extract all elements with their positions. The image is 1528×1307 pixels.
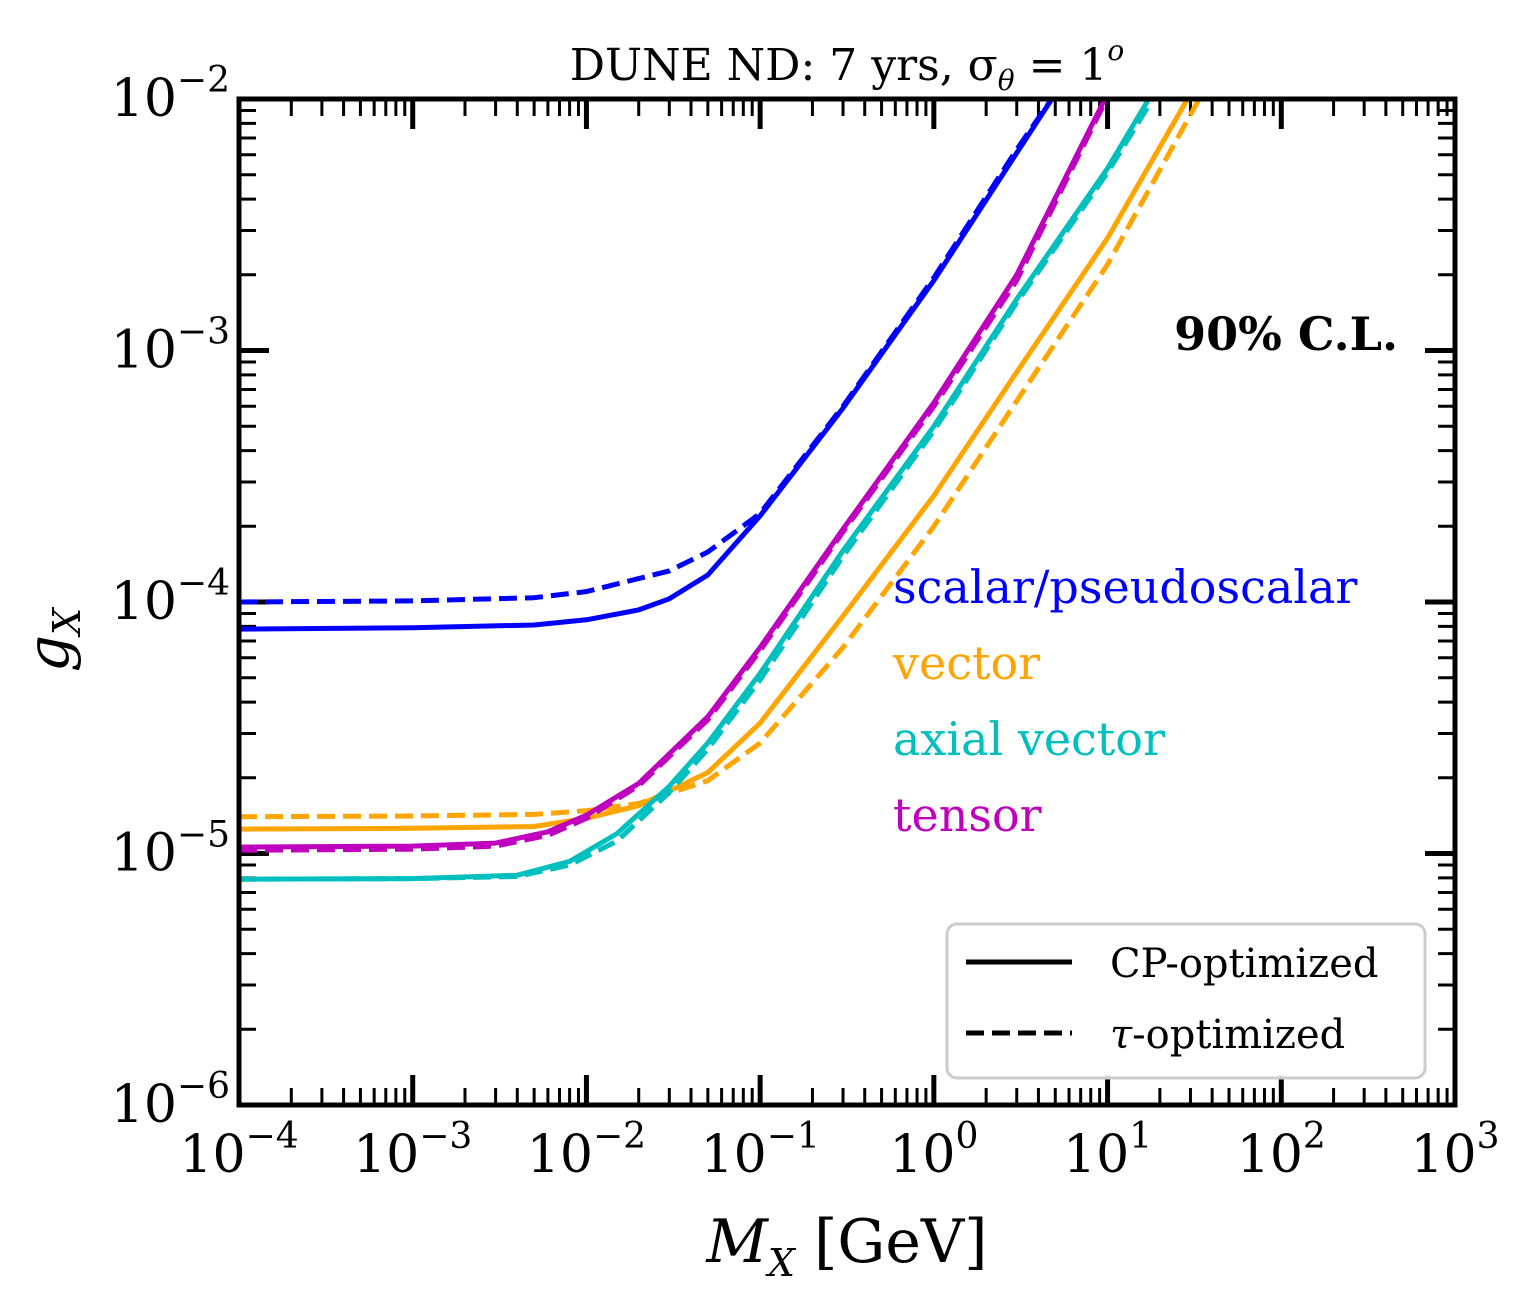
x-tick-label: 10−4: [179, 1116, 298, 1185]
x-tick-label: 10−1: [701, 1116, 820, 1185]
x-tick-label: 10−2: [527, 1116, 646, 1185]
series-label-scalar: scalar/pseudoscalar: [893, 560, 1357, 614]
x-tick-label: 10−3: [353, 1116, 472, 1185]
series-line-scalar-pseudoscalar-tau-optimized: [239, 99, 1055, 605]
series-line-axial-vector-tau-optimized: [239, 99, 1156, 882]
y-tick-label: 10−3: [111, 312, 230, 381]
series-line-tensor-tau-optimized: [239, 99, 1110, 853]
x-axis-label: MX [GeV]: [705, 1207, 987, 1285]
y-tick-label: 10−5: [111, 815, 230, 884]
chart-title: DUNE ND: 7 yrs, σθ = 1o: [570, 34, 1125, 97]
series-line-axial-vector-cp-optimized: [239, 99, 1152, 882]
y-tick-label: 10−4: [111, 563, 230, 632]
confidence-level-annotation: 90% C.L.: [1174, 307, 1398, 361]
y-tick-label: 10−2: [111, 60, 230, 129]
legend: CP-optimized τ-optimized: [945, 922, 1427, 1080]
series-line-vector-tau-optimized: [239, 99, 1203, 820]
x-tick-label: 102: [1237, 1116, 1326, 1185]
y-axis-label: gX: [14, 606, 89, 672]
series-label-tensor: tensor: [893, 788, 1042, 842]
series-label-vector: vector: [892, 636, 1040, 690]
x-tick-label: 103: [1410, 1116, 1499, 1185]
legend-label-tau-optimized: τ-optimized: [1110, 1012, 1345, 1058]
x-tick-label: 101: [1063, 1116, 1152, 1185]
series-line-vector-cp-optimized: [239, 99, 1191, 832]
series-line-scalar-pseudoscalar-cp-optimized: [239, 99, 1055, 632]
y-tick-label: 10−6: [111, 1066, 230, 1135]
legend-label-cp-optimized: CP-optimized: [1110, 941, 1378, 987]
x-tick-label: 100: [889, 1116, 978, 1185]
series-label-axial-vector: axial vector: [893, 712, 1165, 766]
plot-frame: [236, 96, 1458, 1108]
